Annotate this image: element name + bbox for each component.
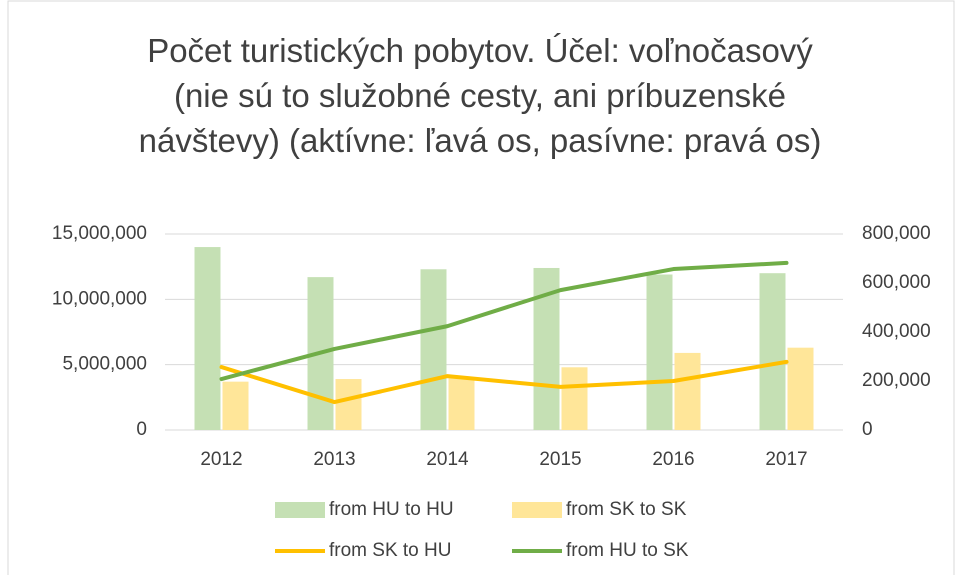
- bar: [222, 381, 249, 430]
- bar: [759, 273, 786, 430]
- legend-label: from SK to HU: [329, 540, 451, 561]
- line: [219, 359, 789, 405]
- bar: [787, 347, 814, 430]
- y2-tick-label: 600,000: [862, 272, 931, 293]
- chart-border: [7, 0, 955, 575]
- legend-swatch: [512, 502, 562, 518]
- legend-label: from SK to SK: [566, 499, 687, 520]
- y2-tick-label: 800,000: [862, 223, 931, 244]
- y-tick-label: 10,000,000: [52, 288, 147, 309]
- legend-swatch: [275, 502, 325, 518]
- x-tick-label: 2013: [313, 449, 355, 470]
- y2-tick-label: 200,000: [862, 370, 931, 391]
- bar: [194, 247, 221, 430]
- chart-title: Počet turistických pobytov. Účel: voľnoč…: [138, 32, 822, 159]
- x-tick-label: 2016: [652, 449, 694, 470]
- legend-label: from HU to SK: [566, 540, 689, 561]
- bar: [674, 352, 701, 430]
- legend-label: from HU to HU: [329, 499, 454, 520]
- bar: [646, 274, 673, 430]
- x-tick-label: 2012: [200, 449, 242, 470]
- y-tick-label: 0: [136, 419, 147, 440]
- y2-tick-label: 0: [862, 419, 873, 440]
- y-tick-label: 15,000,000: [52, 223, 147, 244]
- bar: [420, 269, 447, 430]
- y2-tick-label: 400,000: [862, 321, 931, 342]
- x-tick-label: 2017: [765, 449, 807, 470]
- y-tick-label: 5,000,000: [62, 354, 147, 375]
- line: [219, 260, 789, 382]
- bar: [561, 367, 588, 430]
- bar: [335, 379, 362, 430]
- x-tick-label: 2015: [539, 449, 581, 470]
- x-tick-label: 2014: [426, 449, 469, 470]
- bar: [448, 377, 475, 430]
